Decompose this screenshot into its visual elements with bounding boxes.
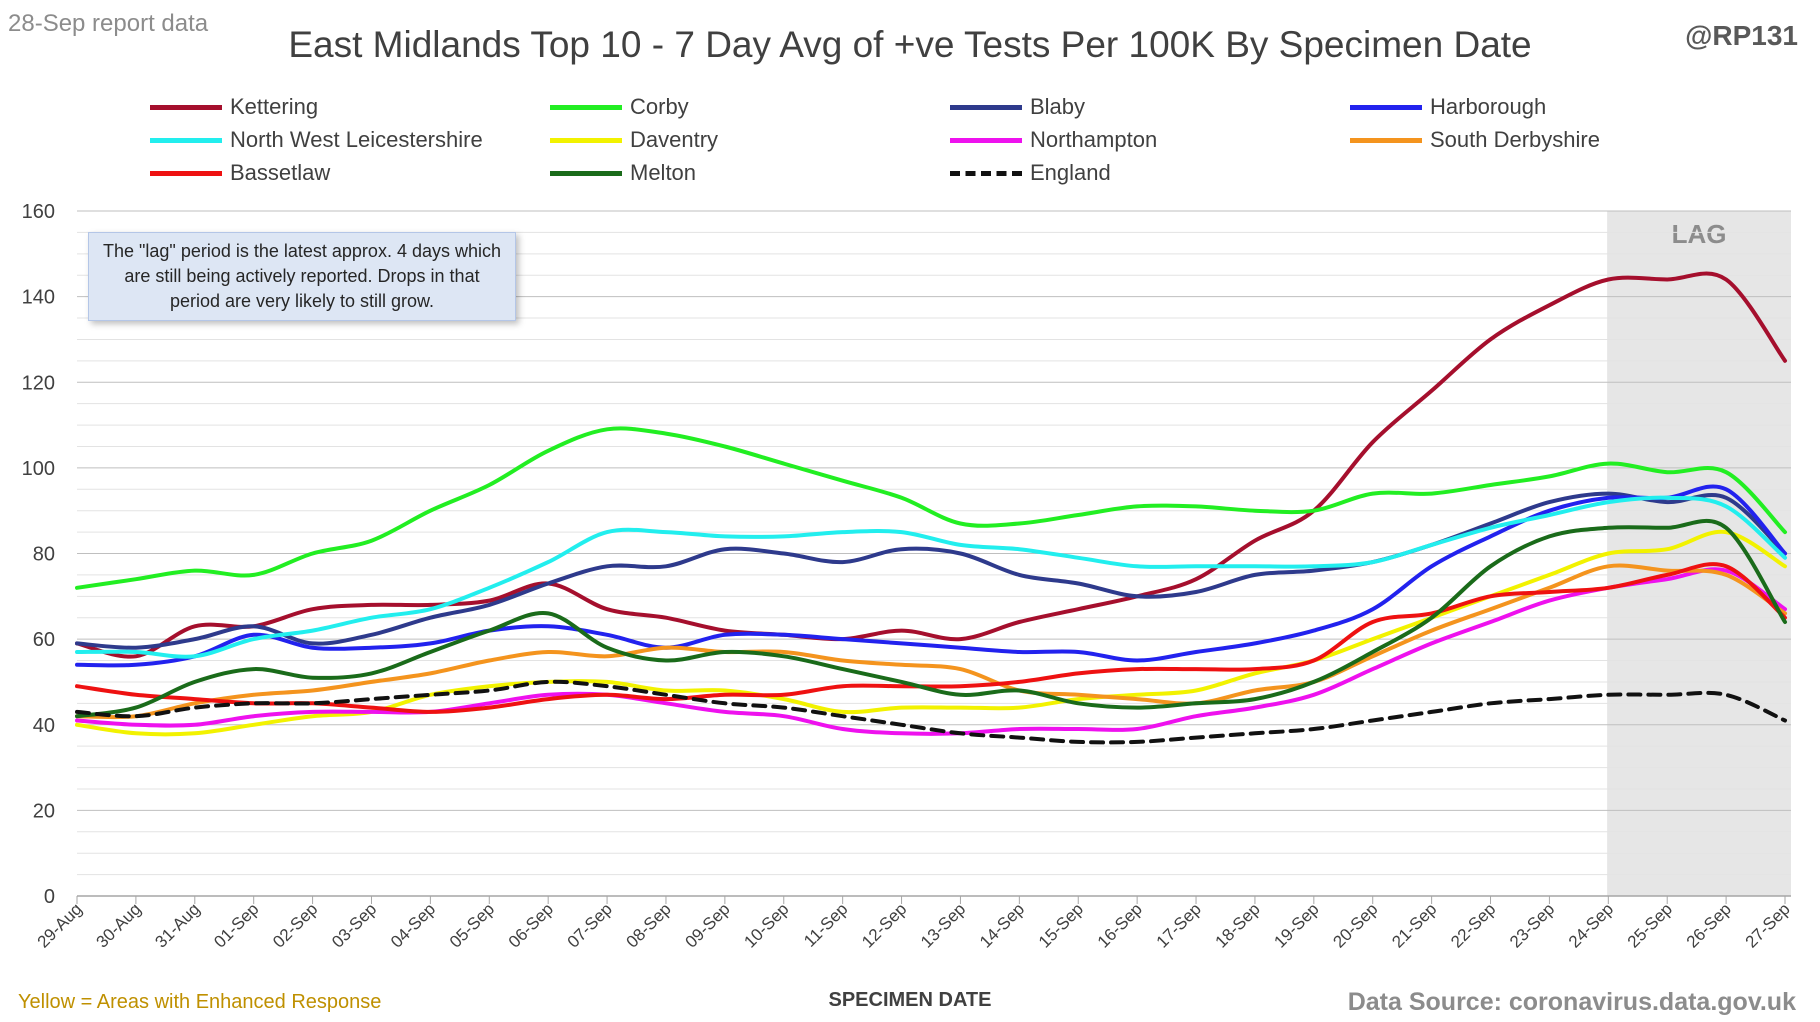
legend-swatch bbox=[950, 137, 1022, 143]
legend-label: Harborough bbox=[1430, 94, 1547, 119]
legend-swatch bbox=[1350, 104, 1422, 110]
x-tick-label: 10-Sep bbox=[740, 899, 792, 951]
legend-item: Daventry bbox=[550, 125, 718, 155]
legend-swatch bbox=[1350, 137, 1422, 143]
legend-swatch bbox=[150, 137, 222, 143]
report-date-label: 28-Sep report data bbox=[8, 10, 209, 37]
legend-swatch bbox=[150, 170, 222, 176]
x-tick-label: 02-Sep bbox=[269, 899, 321, 951]
x-tick-label: 11-Sep bbox=[800, 899, 851, 950]
legend-item: North West Leicestershire bbox=[150, 125, 483, 155]
lag-label: LAG bbox=[1672, 219, 1727, 249]
legend-swatch bbox=[550, 104, 622, 110]
x-tick-label: 30-Aug bbox=[93, 899, 145, 951]
legend-label: Daventry bbox=[630, 127, 719, 152]
x-tick-label: 09-Sep bbox=[681, 899, 733, 951]
x-tick-label: 20-Sep bbox=[1329, 899, 1381, 951]
x-tick-label: 01-Sep bbox=[210, 899, 262, 951]
legend-swatch bbox=[150, 104, 222, 110]
x-tick-label: 25-Sep bbox=[1624, 899, 1676, 951]
series-line-bassetlaw bbox=[75, 562, 1787, 714]
lag-note-box: The "lag" period is the latest approx. 4… bbox=[88, 232, 516, 321]
x-tick-label: 04-Sep bbox=[387, 899, 439, 951]
legend-item: Northampton bbox=[950, 125, 1157, 155]
x-tick-label: 12-Sep bbox=[858, 899, 910, 951]
legend-item: Kettering bbox=[150, 92, 318, 122]
x-tick-label: 03-Sep bbox=[328, 899, 380, 951]
legend-item: Blaby bbox=[950, 92, 1085, 122]
x-axis-title: SPECIMEN DATE bbox=[828, 989, 992, 1011]
legend-label: England bbox=[1030, 160, 1111, 185]
chart-title: East Midlands Top 10 - 7 Day Avg of +ve … bbox=[288, 24, 1532, 65]
y-tick-label: 40 bbox=[33, 715, 55, 737]
legend-item: England bbox=[950, 158, 1111, 188]
legend-label: Blaby bbox=[1030, 94, 1086, 119]
data-source-label: Data Source: coronavirus.data.gov.uk bbox=[1347, 988, 1796, 1016]
legend-label: Bassetlaw bbox=[230, 160, 331, 185]
legend-item: Bassetlaw bbox=[150, 158, 330, 188]
x-tick-label: 07-Sep bbox=[564, 899, 616, 951]
x-tick-label: 27-Sep bbox=[1742, 899, 1794, 951]
chart-legend: Kettering Corby Blaby Harborough North West … bbox=[150, 92, 1710, 202]
legend-label: North West Leicestershire bbox=[230, 127, 483, 152]
y-tick-label: 20 bbox=[33, 800, 55, 822]
x-tick-label: 17-Sep bbox=[1153, 899, 1205, 951]
series-line-north-west-leicestershire bbox=[75, 495, 1787, 659]
series-line-blaby bbox=[75, 491, 1787, 650]
x-tick-label: 05-Sep bbox=[446, 899, 498, 951]
x-tick-label: 14-Sep bbox=[976, 899, 1028, 951]
legend-item: South Derbyshire bbox=[1350, 125, 1600, 155]
series-line-melton bbox=[75, 518, 1787, 719]
series-line-corby bbox=[75, 426, 1787, 590]
series-line-kettering bbox=[75, 271, 1787, 659]
legend-item: Melton bbox=[550, 158, 696, 188]
legend-swatch bbox=[950, 104, 1022, 110]
legend-label: Kettering bbox=[230, 94, 319, 119]
legend-swatch bbox=[550, 137, 622, 143]
series-line-south-derbyshire bbox=[75, 563, 1787, 720]
x-tick-label: 24-Sep bbox=[1565, 899, 1617, 951]
legend-label: Corby bbox=[630, 94, 689, 119]
author-handle: @RP131 bbox=[1685, 20, 1798, 51]
y-tick-label: 0 bbox=[44, 886, 55, 908]
y-tick-label: 60 bbox=[33, 629, 55, 651]
x-tick-label: 06-Sep bbox=[505, 899, 557, 951]
y-tick-label: 140 bbox=[22, 287, 55, 309]
enhanced-response-note: Yellow = Areas with Enhanced Response bbox=[18, 991, 382, 1013]
series-line-northampton bbox=[75, 567, 1787, 736]
x-tick-label: 26-Sep bbox=[1683, 899, 1735, 951]
series-line-england bbox=[75, 679, 1787, 745]
x-tick-label: 23-Sep bbox=[1506, 899, 1558, 951]
y-tick-label: 100 bbox=[22, 458, 55, 480]
y-tick-label: 80 bbox=[33, 544, 55, 566]
x-tick-label: 15-Sep bbox=[1035, 899, 1087, 951]
x-tick-label: 18-Sep bbox=[1212, 899, 1264, 951]
x-tick-label: 16-Sep bbox=[1094, 899, 1146, 951]
legend-label: South Derbyshire bbox=[1430, 127, 1600, 152]
x-tick-label: 29-Aug bbox=[34, 899, 86, 951]
x-tick-label: 22-Sep bbox=[1447, 899, 1499, 951]
y-tick-label: 120 bbox=[22, 372, 55, 394]
y-tick-label: 160 bbox=[22, 201, 55, 223]
legend-label: Melton bbox=[630, 160, 697, 185]
legend-swatch bbox=[950, 170, 1022, 176]
x-tick-label: 31-Aug bbox=[151, 899, 203, 951]
x-tick-label: 08-Sep bbox=[623, 899, 675, 951]
legend-item: Corby bbox=[550, 92, 689, 122]
x-tick-label: 13-Sep bbox=[917, 899, 969, 951]
x-tick-label: 21-Sep bbox=[1388, 899, 1440, 951]
legend-item: Harborough bbox=[1350, 92, 1546, 122]
series-line-harborough bbox=[75, 484, 1787, 668]
x-tick-label: 19-Sep bbox=[1270, 899, 1322, 951]
legend-swatch bbox=[550, 170, 622, 176]
legend-label: Northampton bbox=[1030, 127, 1158, 152]
